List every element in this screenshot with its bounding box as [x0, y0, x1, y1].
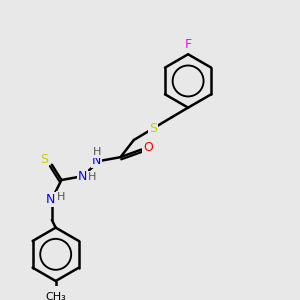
Text: CH₃: CH₃ [45, 292, 66, 300]
Text: N: N [46, 193, 56, 206]
Text: N: N [78, 170, 87, 183]
Text: N: N [92, 154, 101, 167]
Text: O: O [143, 141, 153, 154]
Text: S: S [149, 122, 157, 135]
Text: F: F [184, 38, 192, 51]
Text: H: H [57, 192, 66, 202]
Text: S: S [40, 153, 48, 166]
Text: H: H [88, 172, 96, 182]
Text: H: H [92, 147, 101, 158]
